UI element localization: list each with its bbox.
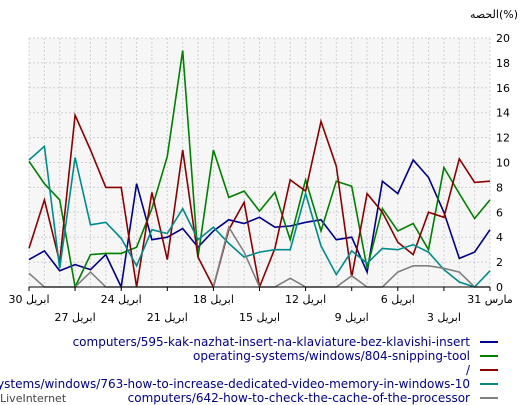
series-line-1 (28, 158, 491, 290)
y-tick-label: 20 (496, 32, 510, 45)
y-tick-label: 0 (496, 281, 503, 294)
x-tick-label: 6 ابريل (381, 293, 415, 306)
y-axis-title: الحصه(%) (470, 8, 518, 21)
y-tick-label: 4 (496, 231, 503, 244)
y-tick-label: 10 (496, 157, 510, 170)
legend-label: operating-systems/windows/804-snipping-t… (193, 349, 470, 363)
x-tick-labels: 30 ابريل 27 ابريل 24 ابريل 21 ابريل 18 ابريل… (8, 287, 513, 324)
series-line-4 (28, 144, 491, 288)
x-tick-label: 15 ابريل (239, 311, 280, 324)
y-tick-label: 14 (496, 107, 510, 120)
legend: computers/595-kak-nazhat-insert-na-klavi… (0, 335, 498, 405)
x-tick-label: 30 ابريل (8, 293, 49, 306)
x-tick-label: 21 ابريل (147, 311, 188, 324)
x-tick-label: 18 ابريل (193, 293, 234, 306)
legend-label: computers/595-kak-nazhat-insert-na-klavi… (73, 335, 471, 349)
x-tick-label: 3 ابريل (427, 311, 461, 324)
grid (28, 37, 491, 288)
y-tick-labels: 0 2 4 6 8 10 12 14 16 18 20 (496, 32, 510, 294)
legend-label: / (466, 363, 471, 377)
watermark: LiveInternet (0, 392, 67, 405)
x-tick-label: 24 ابريل (101, 293, 142, 306)
y-tick-label: 2 (496, 256, 503, 269)
y-tick-label: 18 (496, 57, 510, 70)
y-tick-label: 12 (496, 132, 510, 145)
x-tick-label: 9 ابريل (335, 311, 369, 324)
legend-label: computers/642-how-to-check-the-cache-of-… (128, 391, 470, 405)
y-tick-label: 8 (496, 181, 503, 194)
series-line-2 (28, 50, 491, 290)
y-tick-label: 6 (496, 206, 503, 219)
y-tick-label: 16 (496, 82, 510, 95)
x-tick-label: 27 ابريل (55, 311, 96, 324)
x-tick-label: 31 مارس (467, 293, 513, 306)
legend-label: operating-systems/windows/763-how-to-inc… (0, 377, 470, 391)
x-tick-label: 12 ابريل (285, 293, 326, 306)
